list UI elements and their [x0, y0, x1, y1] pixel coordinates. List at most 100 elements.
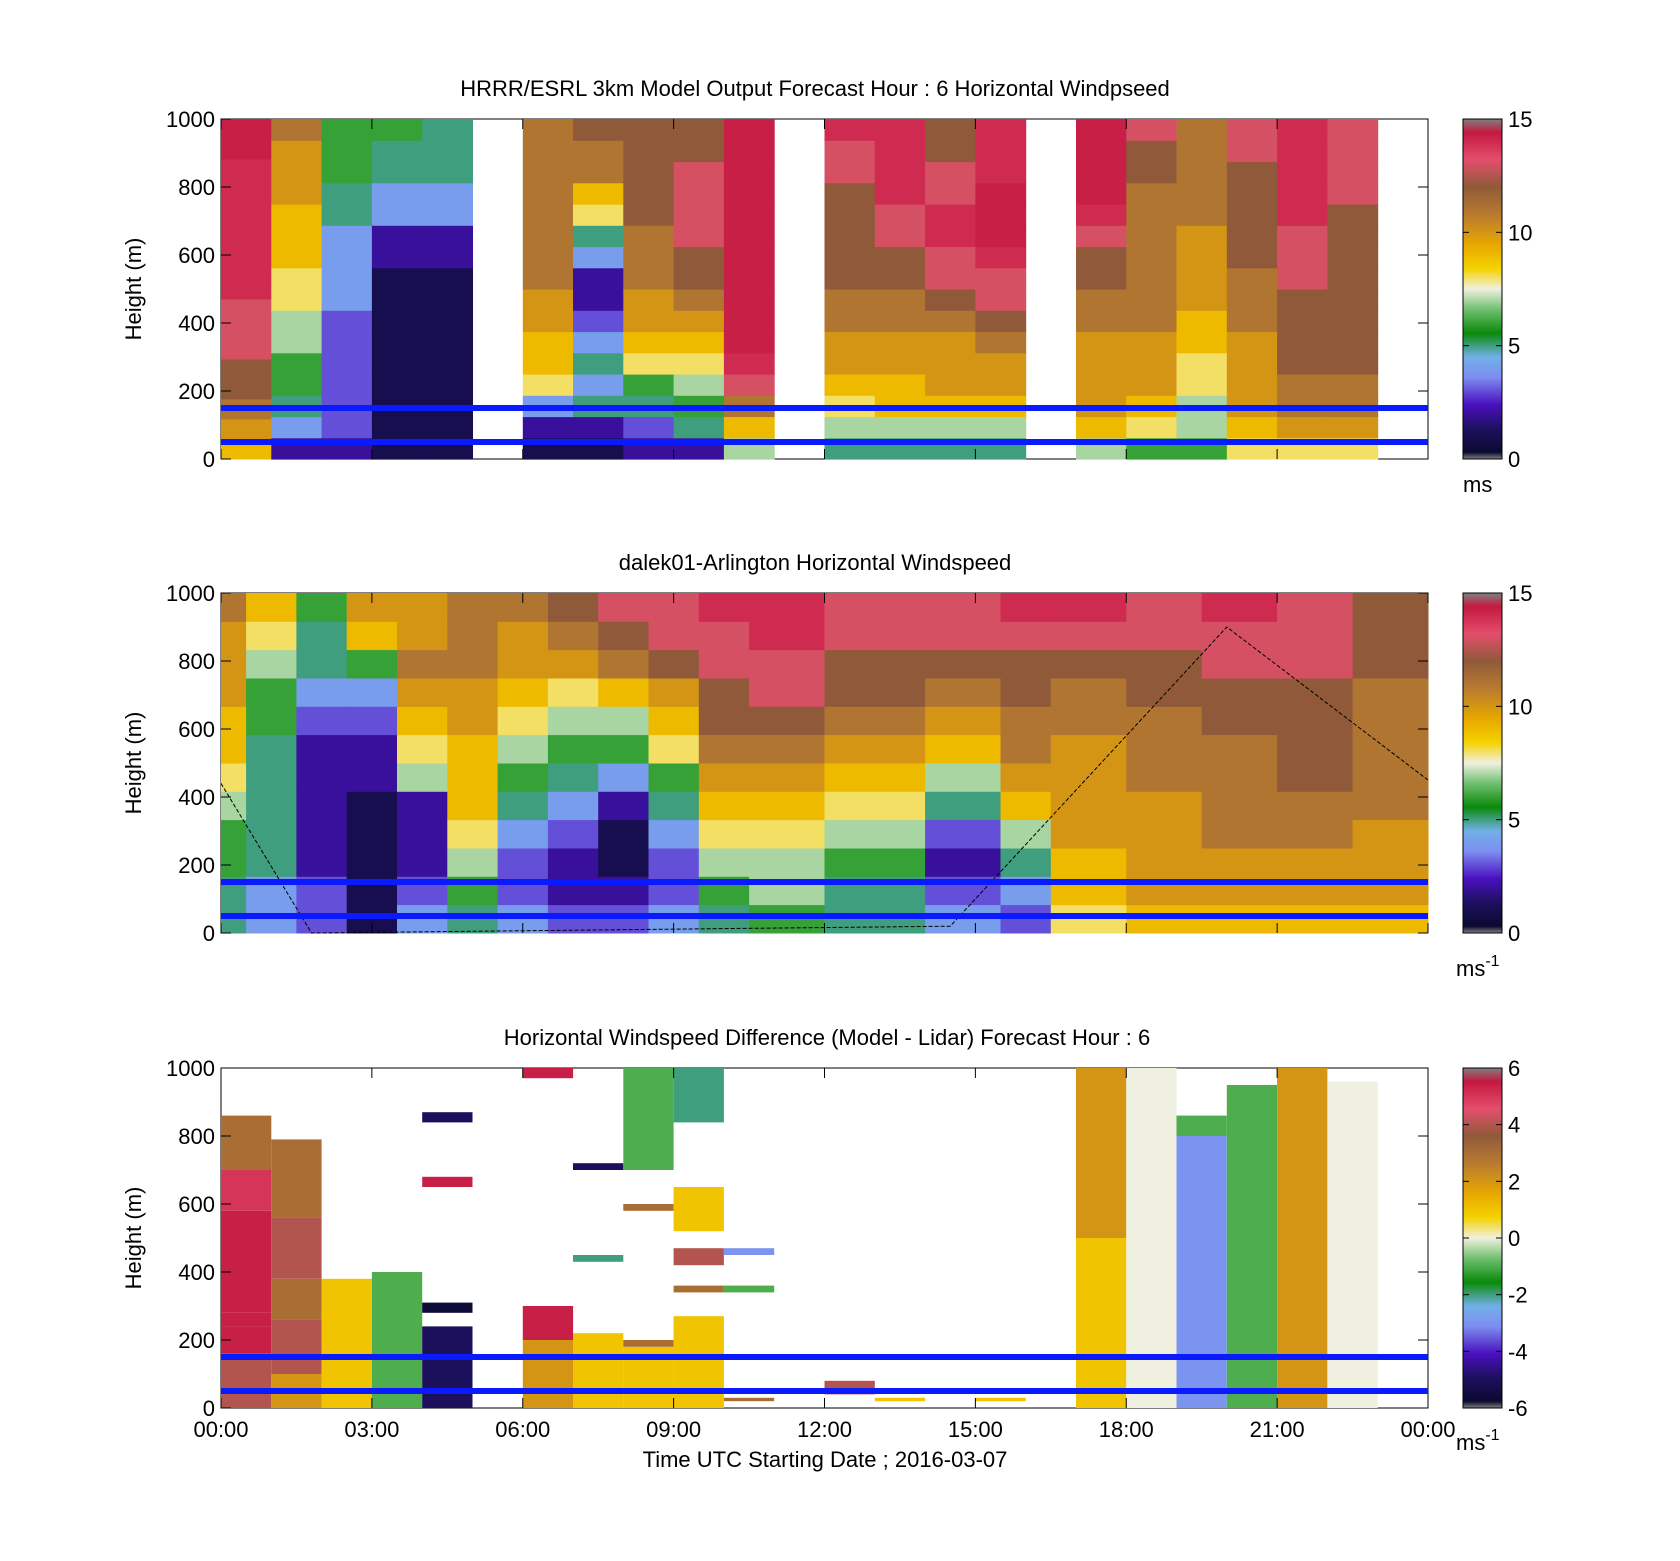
heat-cell: [296, 791, 348, 821]
heat-cell: [271, 182, 323, 205]
heat-cell: [1226, 140, 1278, 163]
heat-cell: [221, 1312, 272, 1327]
panel-difference-colorbar-ticks: -6 -4 -2 0 2 4 6: [1463, 1056, 1528, 1421]
heat-cell: [1277, 182, 1328, 205]
heat-cell: [975, 310, 1027, 333]
panel-model-y-ticks: 0 200 400 600 800 1000: [166, 107, 1428, 472]
heat-cell: [221, 593, 247, 622]
heat-cell: [296, 706, 348, 736]
heat-cell: [723, 225, 775, 248]
heat-cell: [1126, 904, 1203, 934]
heat-cell: [321, 267, 373, 290]
heat-cell: [673, 352, 725, 375]
heat-cell: [1050, 904, 1127, 934]
heat-cell: [447, 734, 499, 764]
heat-cell: [1327, 161, 1379, 184]
heat-cell: [271, 225, 323, 248]
heat-cell: [824, 119, 876, 141]
panel-difference: Horizontal Windspeed Difference (Model -…: [121, 1025, 1528, 1472]
heat-cell: [874, 225, 926, 248]
heat-cell: [925, 904, 1001, 934]
heat-cell: [346, 791, 398, 821]
heat-cell: [397, 904, 448, 934]
heat-cell: [1076, 140, 1127, 163]
heat-cell: [497, 734, 549, 764]
heat-cell: [1126, 140, 1178, 163]
heat-cell: [623, 1204, 674, 1211]
heat-cell: [1226, 374, 1278, 396]
colorbar-tick-label: 4: [1508, 1113, 1520, 1138]
heat-cell: [648, 621, 700, 651]
heat-cell: [422, 331, 473, 354]
heat-cell: [522, 416, 574, 439]
heat-cell: [422, 161, 473, 184]
heat-cell: [925, 593, 1001, 622]
colorbar-tick-label: -4: [1508, 1339, 1528, 1364]
heat-cell: [1201, 621, 1278, 651]
heat-cell: [1277, 310, 1328, 333]
panel-model-colorbar-ticks: 0 5 10 15: [1463, 107, 1532, 472]
heat-cell: [874, 140, 926, 163]
heat-cell: [221, 649, 247, 679]
heat-cell: [925, 119, 976, 141]
heat-cell: [1277, 289, 1328, 311]
heat-cell: [1126, 734, 1203, 764]
heat-cell: [824, 225, 876, 248]
heat-cell: [874, 310, 926, 333]
heat-cell: [975, 352, 1027, 375]
heat-cell: [749, 791, 825, 821]
heat-cell: [723, 1248, 775, 1255]
heat-cell: [1076, 225, 1127, 248]
heat-cell: [824, 331, 876, 354]
heat-cell: [824, 848, 926, 877]
colorbar-tick-label: 2: [1508, 1169, 1520, 1194]
heat-cell: [1176, 267, 1228, 290]
heat-cell: [573, 331, 624, 354]
heat-cell: [598, 649, 649, 679]
heat-cell: [246, 621, 297, 651]
heat-cell: [1277, 1068, 1328, 1102]
heat-cell: [447, 791, 499, 821]
heat-cell: [547, 848, 599, 877]
heat-cell: [975, 246, 1027, 269]
heat-cell: [221, 299, 272, 320]
heat-cell: [1126, 1068, 1177, 1408]
heat-cell: [371, 182, 423, 205]
heat-cell: [598, 593, 649, 622]
heat-cell: [623, 204, 675, 226]
heat-cell: [321, 204, 373, 226]
heat-cell: [723, 140, 775, 163]
heat-cell: [749, 678, 825, 707]
heat-cell: [698, 678, 750, 707]
heat-cell: [371, 204, 423, 226]
heat-cell: [573, 246, 624, 269]
y-tick-label: 600: [178, 717, 215, 742]
heat-cell: [1176, 1115, 1227, 1136]
heat-cell: [975, 289, 1027, 311]
heat-cell: [648, 763, 700, 792]
heat-cell: [673, 1068, 724, 1123]
heat-cell: [296, 819, 348, 849]
heat-cell: [1050, 734, 1127, 764]
heat-cell: [1201, 734, 1278, 764]
heat-cell: [623, 1340, 674, 1347]
heat-cell: [925, 204, 976, 226]
heat-cell: [1277, 621, 1353, 651]
heat-cell: [221, 119, 272, 140]
heat-cell: [1327, 416, 1379, 439]
heat-cell: [1126, 848, 1203, 877]
heat-cell: [824, 161, 876, 184]
panel-lidar-ylabel: Height (m): [121, 712, 146, 815]
heat-cell: [874, 416, 926, 439]
heat-cell: [598, 904, 649, 934]
heat-cell: [1201, 593, 1278, 622]
panel-lidar-heatmap: [221, 593, 1429, 934]
heat-cell: [648, 819, 700, 849]
heat-cell: [673, 140, 725, 163]
heat-cell: [522, 182, 574, 205]
heat-cell: [1327, 1081, 1378, 1408]
heat-cell: [648, 706, 700, 736]
heat-cell: [221, 259, 272, 280]
heat-cell: [824, 621, 926, 651]
heat-cell: [422, 1112, 473, 1123]
